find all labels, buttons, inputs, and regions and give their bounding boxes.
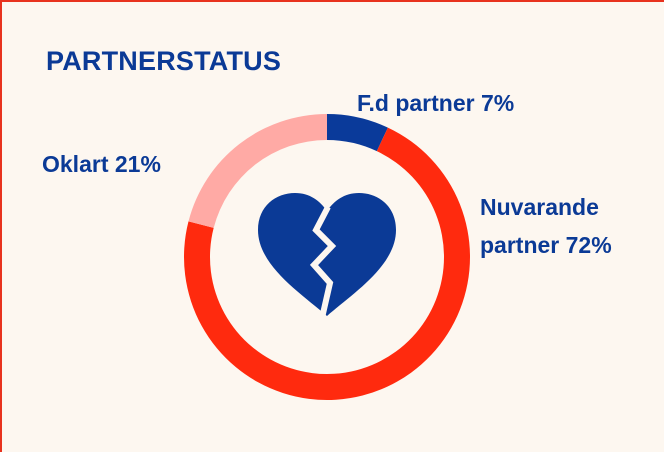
donut [183, 114, 470, 400]
category-label: Oklart [42, 151, 109, 177]
heart-icon [258, 193, 396, 319]
category-label: Nuvarande partner [480, 194, 599, 258]
heart-crack [309, 205, 337, 319]
value-label: 21% [114, 151, 161, 177]
donut-segment [327, 114, 388, 152]
data-label: Oklart 21% [42, 145, 161, 183]
data-label: F.d partner 7% [357, 84, 514, 122]
category-label: F.d partner [357, 90, 475, 116]
value-label: 72% [565, 232, 612, 258]
chart-title: PARTNERSTATUS [46, 46, 282, 76]
donut-segment [188, 114, 327, 228]
value-label: 7% [480, 90, 515, 116]
data-label: Nuvarande partner 72% [480, 188, 660, 264]
